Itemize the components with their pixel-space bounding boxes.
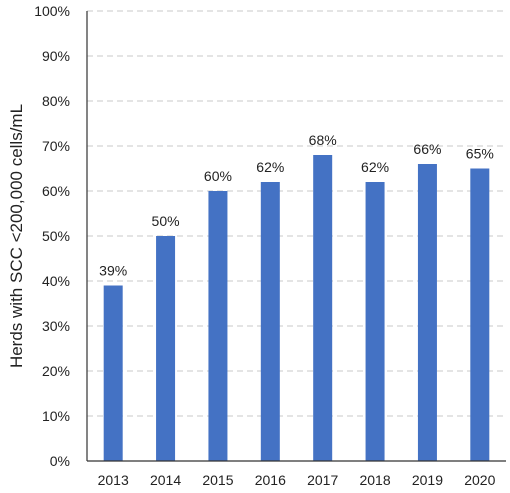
y-tick-label: 60% [42,183,70,199]
x-tick-label: 2014 [150,472,181,488]
y-tick-label: 50% [42,228,70,244]
x-tick-label: 2013 [98,472,129,488]
y-tick-label: 40% [42,273,70,289]
x-tick-labels: 2013 2014 2015 2016 2017 2018 2019 2020 [98,472,496,488]
bar-2013 [103,285,123,461]
y-tick-label: 30% [42,318,70,334]
bar-2017 [313,155,333,461]
y-tick-labels: 0% 10% 20% 30% 40% 50% 60% 70% 80% 90% 100% [34,3,70,469]
x-tick-label: 2015 [202,472,233,488]
x-tick-label: 2017 [307,472,338,488]
data-label-2018: 62% [361,159,389,175]
data-label-2019: 66% [413,141,441,157]
data-label-2015: 60% [204,168,232,184]
x-tick-label: 2020 [464,472,495,488]
y-axis-title: Herds with SCC <200,000 cells/mL [7,104,26,368]
bar-2016 [260,182,280,461]
x-tick-label: 2018 [359,472,390,488]
bar-2018 [365,182,385,461]
data-label-2017: 68% [309,132,337,148]
y-tick-label: 20% [42,363,70,379]
data-label-2020: 65% [466,146,494,162]
bar-2020 [470,168,490,461]
data-labels: 39% 50% 60% 62% 68% 62% 66% 65% [99,132,494,279]
gridlines [87,10,506,417]
y-tick-label: 0% [50,453,70,469]
y-tick-label: 80% [42,93,70,109]
bars [103,155,490,461]
y-tick-label: 100% [34,3,70,19]
bar-2019 [417,164,437,461]
y-tick-label: 90% [42,48,70,64]
y-tick-label: 70% [42,138,70,154]
x-tick-label: 2016 [255,472,286,488]
x-tick-label: 2019 [412,472,443,488]
data-label-2013: 39% [99,263,127,279]
bar-2015 [208,191,228,461]
bar-2014 [156,236,176,461]
y-tick-label: 10% [42,408,70,424]
data-label-2016: 62% [256,159,284,175]
data-label-2014: 50% [152,213,180,229]
